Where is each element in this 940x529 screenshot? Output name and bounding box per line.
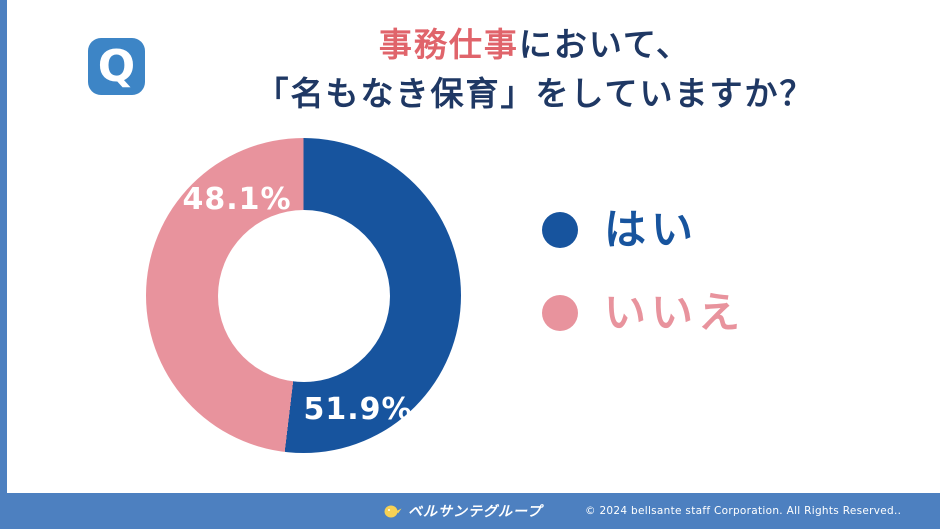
q-letter: Q xyxy=(97,40,136,92)
legend-label-no: いいえ xyxy=(604,288,746,337)
page-title: 事務仕事において、 「名もなき保育」をしていますか？ xyxy=(170,20,900,118)
legend-swatch-yes xyxy=(542,212,578,248)
copyright-text: © 2024 bellsante staff Corporation. All … xyxy=(585,505,902,517)
title-line1-rest: において、 xyxy=(518,25,692,64)
footer-logo: ベルサンテグループ xyxy=(384,501,542,521)
title-line2: 「名もなき保育」をしていますか？ xyxy=(255,74,815,113)
chart-legend: はい いいえ xyxy=(542,205,745,338)
donut-chart: 48.1% 51.9% xyxy=(146,138,461,453)
value-label-yes: 51.9% xyxy=(303,392,413,427)
legend-label-yes: はい xyxy=(604,205,699,254)
legend-swatch-no xyxy=(542,295,578,331)
title-line1: 事務仕事において、 xyxy=(170,20,900,69)
donut-hole xyxy=(217,209,390,382)
value-label-no: 48.1% xyxy=(182,182,292,217)
question-badge: Q xyxy=(88,38,145,95)
legend-item-yes: はい xyxy=(542,205,745,255)
logo-bird-icon xyxy=(384,505,402,518)
title-highlight: 事務仕事 xyxy=(378,25,519,64)
legend-item-no: いいえ xyxy=(542,288,745,338)
left-accent-stripe xyxy=(0,0,7,529)
logo-text: ベルサンテグループ xyxy=(408,504,543,520)
footer-bar: ベルサンテグループ © 2024 bellsante staff Corpora… xyxy=(0,493,940,529)
